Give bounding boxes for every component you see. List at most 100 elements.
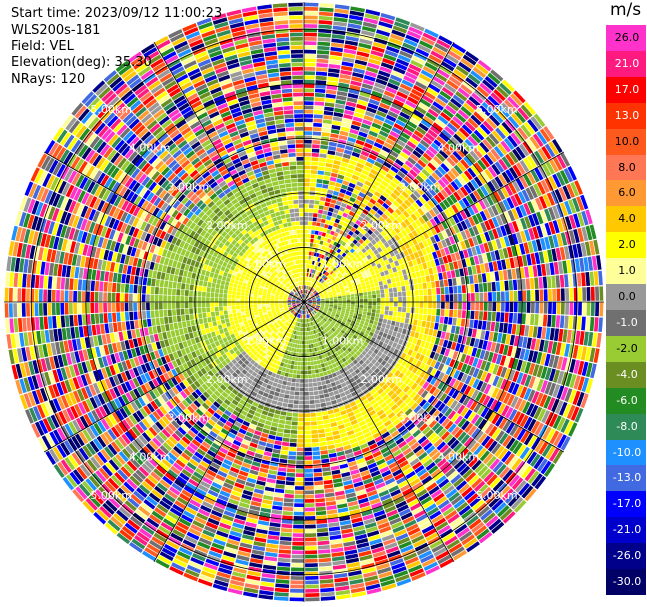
velocity-gate bbox=[333, 275, 339, 280]
velocity-gate bbox=[412, 149, 422, 159]
velocity-gate bbox=[472, 190, 482, 201]
velocity-gate bbox=[444, 237, 452, 247]
velocity-gate bbox=[283, 498, 294, 503]
velocity-gate bbox=[469, 150, 480, 162]
velocity-gate bbox=[364, 245, 370, 251]
velocity-gate bbox=[304, 404, 310, 409]
velocity-gate bbox=[515, 232, 523, 244]
velocity-gate bbox=[444, 83, 457, 94]
velocity-gate bbox=[306, 285, 308, 290]
velocity-gate bbox=[468, 227, 476, 237]
velocity-gate bbox=[379, 250, 385, 257]
velocity-gate bbox=[318, 244, 323, 249]
velocity-gate bbox=[281, 446, 289, 451]
velocity-gate bbox=[313, 386, 318, 391]
velocity-gate bbox=[443, 316, 449, 325]
velocity-gate bbox=[510, 93, 523, 107]
velocity-gate bbox=[348, 210, 355, 217]
velocity-gate bbox=[318, 205, 324, 210]
velocity-gate bbox=[447, 50, 462, 61]
velocity-gate bbox=[410, 59, 424, 69]
velocity-gate bbox=[314, 485, 324, 490]
velocity-gate bbox=[304, 391, 309, 396]
velocity-gate bbox=[312, 299, 317, 301]
velocity-gate bbox=[313, 290, 317, 294]
velocity-gate bbox=[480, 156, 491, 168]
velocity-gate bbox=[547, 289, 552, 301]
velocity-gate bbox=[442, 108, 454, 119]
velocity-gate bbox=[460, 220, 468, 230]
velocity-gate bbox=[363, 225, 370, 232]
velocity-gate bbox=[365, 260, 371, 266]
velocity-gate bbox=[470, 310, 475, 320]
velocity-gate bbox=[306, 255, 309, 260]
velocity-gate bbox=[362, 274, 368, 279]
velocity-gate bbox=[335, 228, 341, 234]
velocity-gate bbox=[277, 427, 284, 433]
velocity-gate bbox=[351, 174, 359, 181]
velocity-gate bbox=[457, 175, 466, 186]
velocity-gate bbox=[498, 124, 510, 137]
velocity-gate bbox=[305, 593, 320, 598]
velocity-gate bbox=[322, 467, 331, 472]
velocity-gate bbox=[529, 136, 541, 150]
velocity-gate bbox=[470, 178, 480, 190]
velocity-gate bbox=[362, 311, 367, 315]
velocity-gate bbox=[402, 163, 411, 172]
velocity-gate bbox=[284, 390, 290, 395]
velocity-gate bbox=[589, 271, 595, 286]
velocity-gate bbox=[281, 367, 287, 372]
velocity-gate bbox=[332, 473, 342, 480]
velocity-gate bbox=[472, 236, 479, 246]
velocity-gate bbox=[326, 288, 331, 292]
velocity-gate bbox=[328, 207, 334, 213]
velocity-gate bbox=[329, 283, 334, 287]
velocity-gate bbox=[445, 218, 453, 228]
velocity-gate bbox=[338, 300, 342, 302]
velocity-gate bbox=[318, 283, 322, 287]
velocity-gate bbox=[453, 68, 467, 80]
velocity-gate bbox=[441, 220, 449, 230]
velocity-gate bbox=[274, 391, 280, 397]
velocity-gate bbox=[289, 593, 304, 598]
velocity-gate bbox=[378, 216, 386, 223]
velocity-gate bbox=[430, 79, 443, 90]
velocity-gate bbox=[459, 326, 465, 336]
velocity-gate bbox=[355, 108, 366, 115]
velocity-gate bbox=[295, 383, 300, 387]
velocity-gate bbox=[310, 178, 317, 183]
velocity-gate bbox=[305, 294, 308, 299]
velocity-gate bbox=[432, 101, 444, 111]
velocity-gate bbox=[328, 291, 332, 294]
velocity-gate bbox=[337, 233, 342, 239]
velocity-gate bbox=[389, 222, 397, 229]
velocity-gate bbox=[440, 176, 450, 186]
velocity-gate bbox=[388, 329, 394, 336]
velocity-gate bbox=[320, 286, 325, 290]
velocity-gate bbox=[291, 421, 298, 426]
velocity-gate bbox=[437, 94, 449, 104]
velocity-gate bbox=[374, 191, 382, 198]
velocity-gate bbox=[310, 365, 315, 370]
velocity-gate bbox=[413, 109, 425, 119]
velocity-gate bbox=[398, 135, 409, 144]
velocity-gate bbox=[346, 278, 351, 283]
velocity-gate bbox=[324, 397, 331, 402]
velocity-gate bbox=[300, 370, 304, 375]
velocity-gate bbox=[335, 270, 341, 275]
velocity-gate bbox=[337, 272, 342, 277]
velocity-gate bbox=[411, 325, 417, 332]
velocity-gate bbox=[365, 281, 370, 286]
velocity-gate bbox=[530, 169, 540, 183]
velocity-gate bbox=[366, 191, 374, 198]
velocity-gate bbox=[417, 277, 422, 284]
velocity-gate bbox=[522, 141, 533, 155]
velocity-gate bbox=[357, 158, 366, 165]
velocity-gate bbox=[380, 126, 391, 134]
velocity-gate bbox=[310, 421, 317, 426]
velocity-gate bbox=[542, 194, 552, 208]
velocity-gate bbox=[304, 344, 307, 349]
velocity-gate bbox=[342, 212, 349, 218]
velocity-gate bbox=[427, 308, 432, 315]
velocity-gate bbox=[331, 399, 337, 405]
